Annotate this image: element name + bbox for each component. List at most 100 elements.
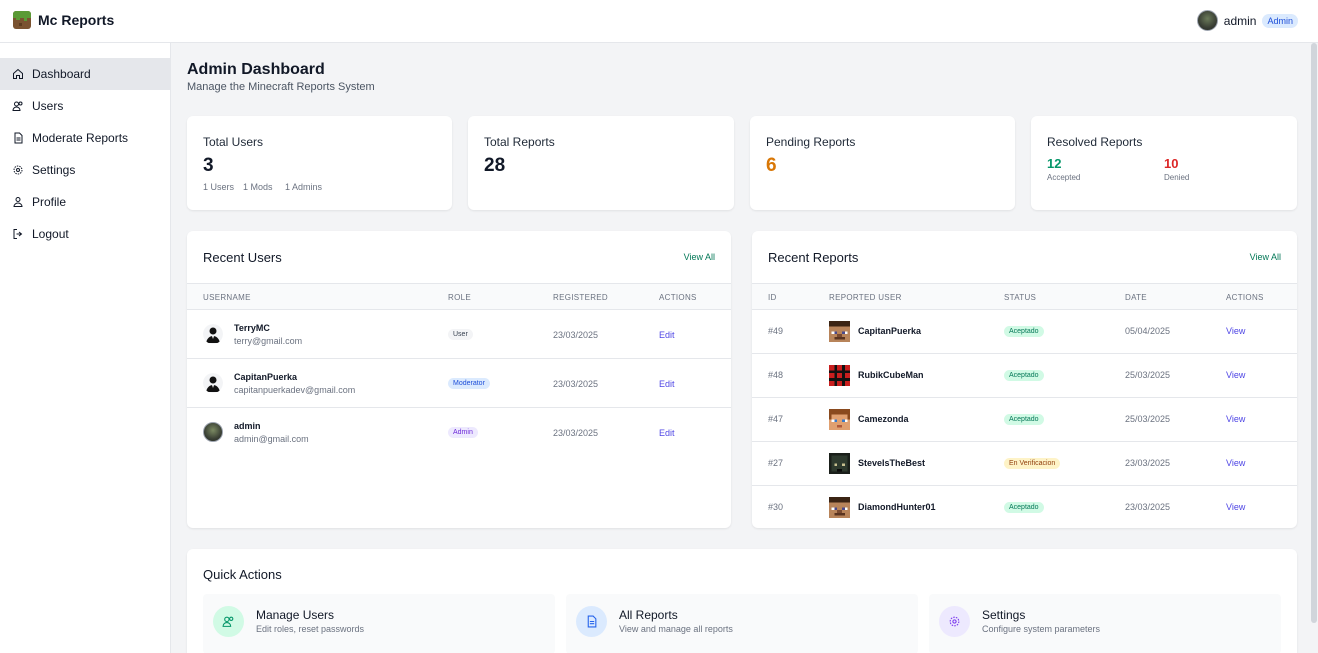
logout-icon	[13, 229, 23, 239]
column-header: USERNAME	[203, 293, 251, 302]
gear-icon	[949, 616, 960, 627]
user-icon	[13, 197, 23, 207]
users-icon	[12, 101, 23, 111]
edit-link[interactable]: Edit	[659, 379, 675, 389]
quick-action-manage-users[interactable]: Manage Users Edit roles, reset passwords	[203, 594, 555, 653]
view-link[interactable]: View	[1226, 370, 1246, 380]
role-badge: Admin	[448, 427, 478, 438]
view-link[interactable]: View	[1226, 502, 1246, 512]
scrollbar[interactable]	[1311, 43, 1317, 623]
dark-skin-icon	[829, 453, 850, 474]
table-row: #48 RubikCubeMan Aceptado 25/03/2025 Vie…	[752, 354, 1297, 398]
reported-username: Camezonda	[858, 414, 909, 424]
gear-icon	[13, 165, 23, 175]
app-title[interactable]: Mc Reports	[38, 12, 115, 28]
stat-value: 28	[484, 155, 506, 176]
edit-link[interactable]: Edit	[659, 330, 675, 340]
view-link[interactable]: View	[1226, 326, 1246, 336]
table-row: CapitanPuerka capitanpuerkadev@gmail.com…	[187, 359, 731, 408]
email: capitanpuerkadev@gmail.com	[234, 385, 356, 395]
sidebar-item-label: Logout	[32, 227, 69, 241]
quick-action-all-reports[interactable]: All Reports View and manage all reports	[566, 594, 918, 653]
table-header: USERNAME ROLE REGISTERED ACTIONS	[187, 283, 731, 310]
panel-title: Recent Reports	[768, 250, 859, 265]
report-date: 25/03/2025	[1125, 414, 1171, 424]
column-header: DATE	[1125, 293, 1147, 302]
qa-subtitle: Configure system parameters	[982, 624, 1101, 634]
column-header: REGISTERED	[553, 293, 609, 302]
view-all-users-link[interactable]: View All	[683, 252, 715, 262]
sidebar: Dashboard Users Moderate Reports Setting…	[0, 43, 171, 653]
view-all-reports-link[interactable]: View All	[1249, 252, 1281, 262]
report-date: 23/03/2025	[1125, 502, 1171, 512]
recent-users-panel: Recent Users View All USERNAME ROLE REGI…	[187, 231, 731, 528]
stat-card-pending-reports: Pending Reports 6	[750, 116, 1015, 210]
reported-username: CapitanPuerka	[858, 326, 922, 336]
username: TerryMC	[234, 323, 270, 333]
page-title: Admin Dashboard	[187, 61, 325, 78]
report-id: #30	[768, 502, 784, 512]
report-id: #48	[768, 370, 784, 380]
accepted-label: Accepted	[1047, 173, 1081, 182]
reported-username: RubikCubeMan	[858, 370, 924, 380]
users-count: 1 Users	[203, 182, 235, 192]
column-header: ROLE	[448, 293, 471, 302]
report-date: 23/03/2025	[1125, 458, 1171, 468]
sidebar-item-logout[interactable]: Logout	[0, 218, 171, 250]
panel-title: Recent Users	[203, 250, 282, 265]
column-header: ACTIONS	[1226, 293, 1264, 302]
stat-card-total-users: Total Users 3 1 Users 1 Mods 1 Admins	[187, 116, 452, 210]
registered-date: 23/03/2025	[553, 379, 599, 389]
registered-date: 23/03/2025	[553, 330, 599, 340]
qa-title: All Reports	[619, 608, 678, 622]
view-link[interactable]: View	[1226, 414, 1246, 424]
registered-date: 23/03/2025	[553, 428, 599, 438]
table-row: #27 SteveIsTheBest En Verificacion 23/03…	[752, 442, 1297, 486]
table-row: #49 CapitanPuerka Aceptado 05/04/2025 Vi…	[752, 310, 1297, 354]
qa-subtitle: View and manage all reports	[619, 624, 733, 634]
quick-action-settings[interactable]: Settings Configure system parameters	[929, 594, 1281, 653]
avatar[interactable]	[1196, 10, 1218, 31]
edit-link[interactable]: Edit	[659, 428, 675, 438]
column-header: ACTIONS	[659, 293, 697, 302]
reported-username: SteveIsTheBest	[858, 458, 926, 468]
home-icon	[13, 68, 23, 79]
sidebar-item-users[interactable]: Users	[0, 90, 171, 122]
sidebar-item-label: Moderate Reports	[32, 131, 129, 145]
status-badge: Aceptado	[1004, 502, 1044, 513]
status-badge: En Verificacion	[1004, 458, 1061, 469]
table-row: admin admin@gmail.com Admin 23/03/2025 E…	[187, 408, 731, 457]
qa-icon-wrap	[576, 606, 607, 637]
table-header: ID REPORTED USER STATUS DATE ACTIONS	[752, 283, 1297, 310]
stat-title: Total Users	[203, 135, 264, 149]
sidebar-item-moderate-reports[interactable]: Moderate Reports	[0, 122, 171, 154]
sidebar-item-label: Settings	[32, 163, 76, 177]
report-id: #49	[768, 326, 784, 336]
stat-title: Resolved Reports	[1047, 135, 1143, 149]
stat-title: Pending Reports	[766, 135, 856, 149]
sidebar-item-profile[interactable]: Profile	[0, 186, 171, 218]
report-id: #27	[768, 458, 784, 468]
sidebar-item-label: Dashboard	[32, 67, 91, 81]
sidebar-item-label: Users	[32, 99, 64, 113]
report-date: 25/03/2025	[1125, 370, 1171, 380]
grass-block-logo-icon	[13, 11, 31, 29]
user-menu[interactable]: admin Admin	[1196, 10, 1298, 31]
top-bar: Mc Reports admin Admin	[0, 0, 1318, 43]
mods-count: 1 Mods	[243, 182, 273, 192]
stat-value: 6	[766, 155, 777, 176]
qa-subtitle: Edit roles, reset passwords	[256, 624, 365, 634]
denied-label: Denied	[1164, 173, 1190, 182]
steve-skin-icon	[829, 497, 850, 518]
avatar	[203, 422, 223, 442]
stat-value: 3	[203, 155, 214, 176]
status-badge: Aceptado	[1004, 326, 1044, 337]
recent-reports-panel: Recent Reports View All ID REPORTED USER…	[752, 231, 1297, 528]
column-header: STATUS	[1004, 293, 1037, 302]
email: admin@gmail.com	[234, 434, 309, 444]
qa-icon-wrap	[939, 606, 970, 637]
view-link[interactable]: View	[1226, 458, 1246, 468]
sidebar-item-dashboard[interactable]: Dashboard	[0, 58, 171, 90]
sidebar-item-settings[interactable]: Settings	[0, 154, 171, 186]
column-header: REPORTED USER	[829, 293, 902, 302]
